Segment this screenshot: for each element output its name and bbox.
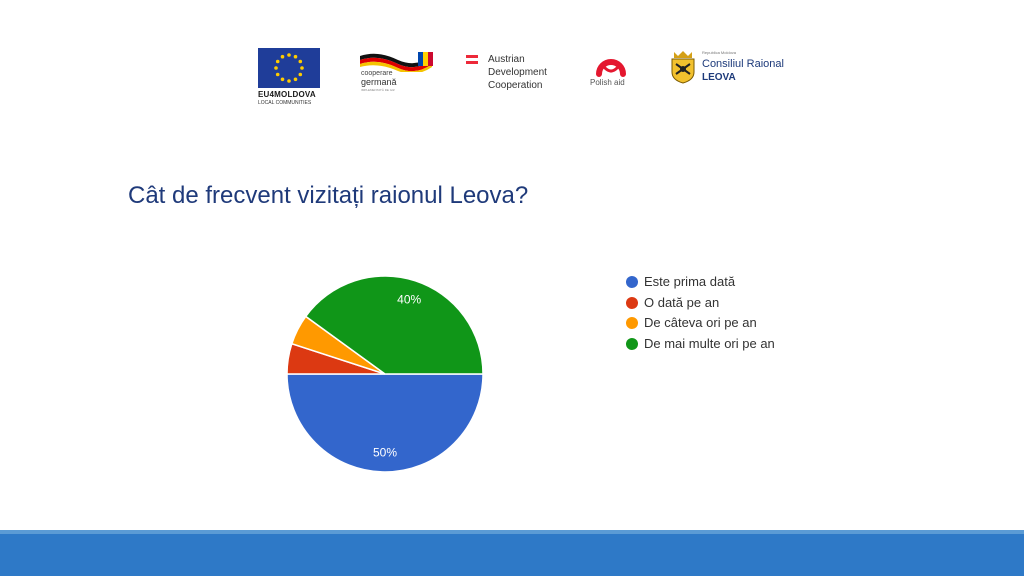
eu-star [298,59,303,64]
council-line-1: Consiliul Raional [702,58,784,70]
eu-star [287,53,291,57]
giz-flags-icon [360,52,433,72]
giz-line-2: germană [361,77,397,87]
legend-label: Este prima dată [644,274,736,289]
polish-aid-name: Polish aid [590,78,625,87]
eu-star [293,54,298,59]
pie-data-label-3: 40% [397,292,421,306]
eu-star [293,77,298,82]
legend-label: O dată pe an [644,294,720,310]
council-small-text: Republica Moldova [702,50,737,55]
eu-star [275,59,280,64]
eu4moldova-subtitle: LOCAL COMMUNITIES [258,100,312,106]
eu-star [280,54,285,59]
footer-band [0,534,1024,576]
leova-crest-icon [671,51,695,84]
ada-line-3: Cooperation [488,80,543,91]
ada-line-2: Development [488,67,547,78]
legend-dot-icon [626,338,638,351]
giz-line-1: cooperare [361,70,393,77]
polish-aid-mark-icon [596,59,626,77]
legend-label: De mai multe ori pe an [644,336,775,352]
legend-item-1: O dată pe an [626,294,775,317]
eu-star [298,72,303,77]
austria-flag-icon [466,55,478,64]
giz-line-3: IMPLEMENTATĂ DE GIZ [361,88,395,92]
legend-dot-icon [626,317,638,330]
eu-star [274,66,278,70]
eu-flag-icon [258,48,320,88]
council-line-2: LEOVA [702,72,736,83]
eu-star [275,72,280,77]
eu-star [300,66,304,70]
eu4moldova-name: EU4MOLDOVA [258,90,316,99]
pie-slice-3 [304,275,484,375]
chart-legend: Este prima dată O dată pe an De câteva ori… [626,275,775,358]
ada-line-1: Austrian [488,54,525,65]
partner-logos: EU4MOLDOVA LOCAL COMMUNITIES cooperare g… [0,44,1024,114]
eu-star [287,79,291,83]
ada-text: Austrian Development Cooperation [488,53,547,92]
pie-data-label-0: 50% [373,445,397,459]
pie-slice-0 [286,373,484,473]
survey-question-title: Cât de frecvent vizitați raionul Leova? [128,182,529,209]
legend-dot-icon [626,296,638,309]
legend-label: De câteva ori pe an [644,315,757,331]
legend-item-3: De mai multe ori pe an [626,337,775,358]
legend-item-2: De câteva ori pe an [626,316,775,337]
footer-accent-line [0,530,1024,534]
legend-dot-icon [626,276,638,288]
legend-item-0: Este prima dată [626,275,775,296]
eu-star [280,77,285,82]
